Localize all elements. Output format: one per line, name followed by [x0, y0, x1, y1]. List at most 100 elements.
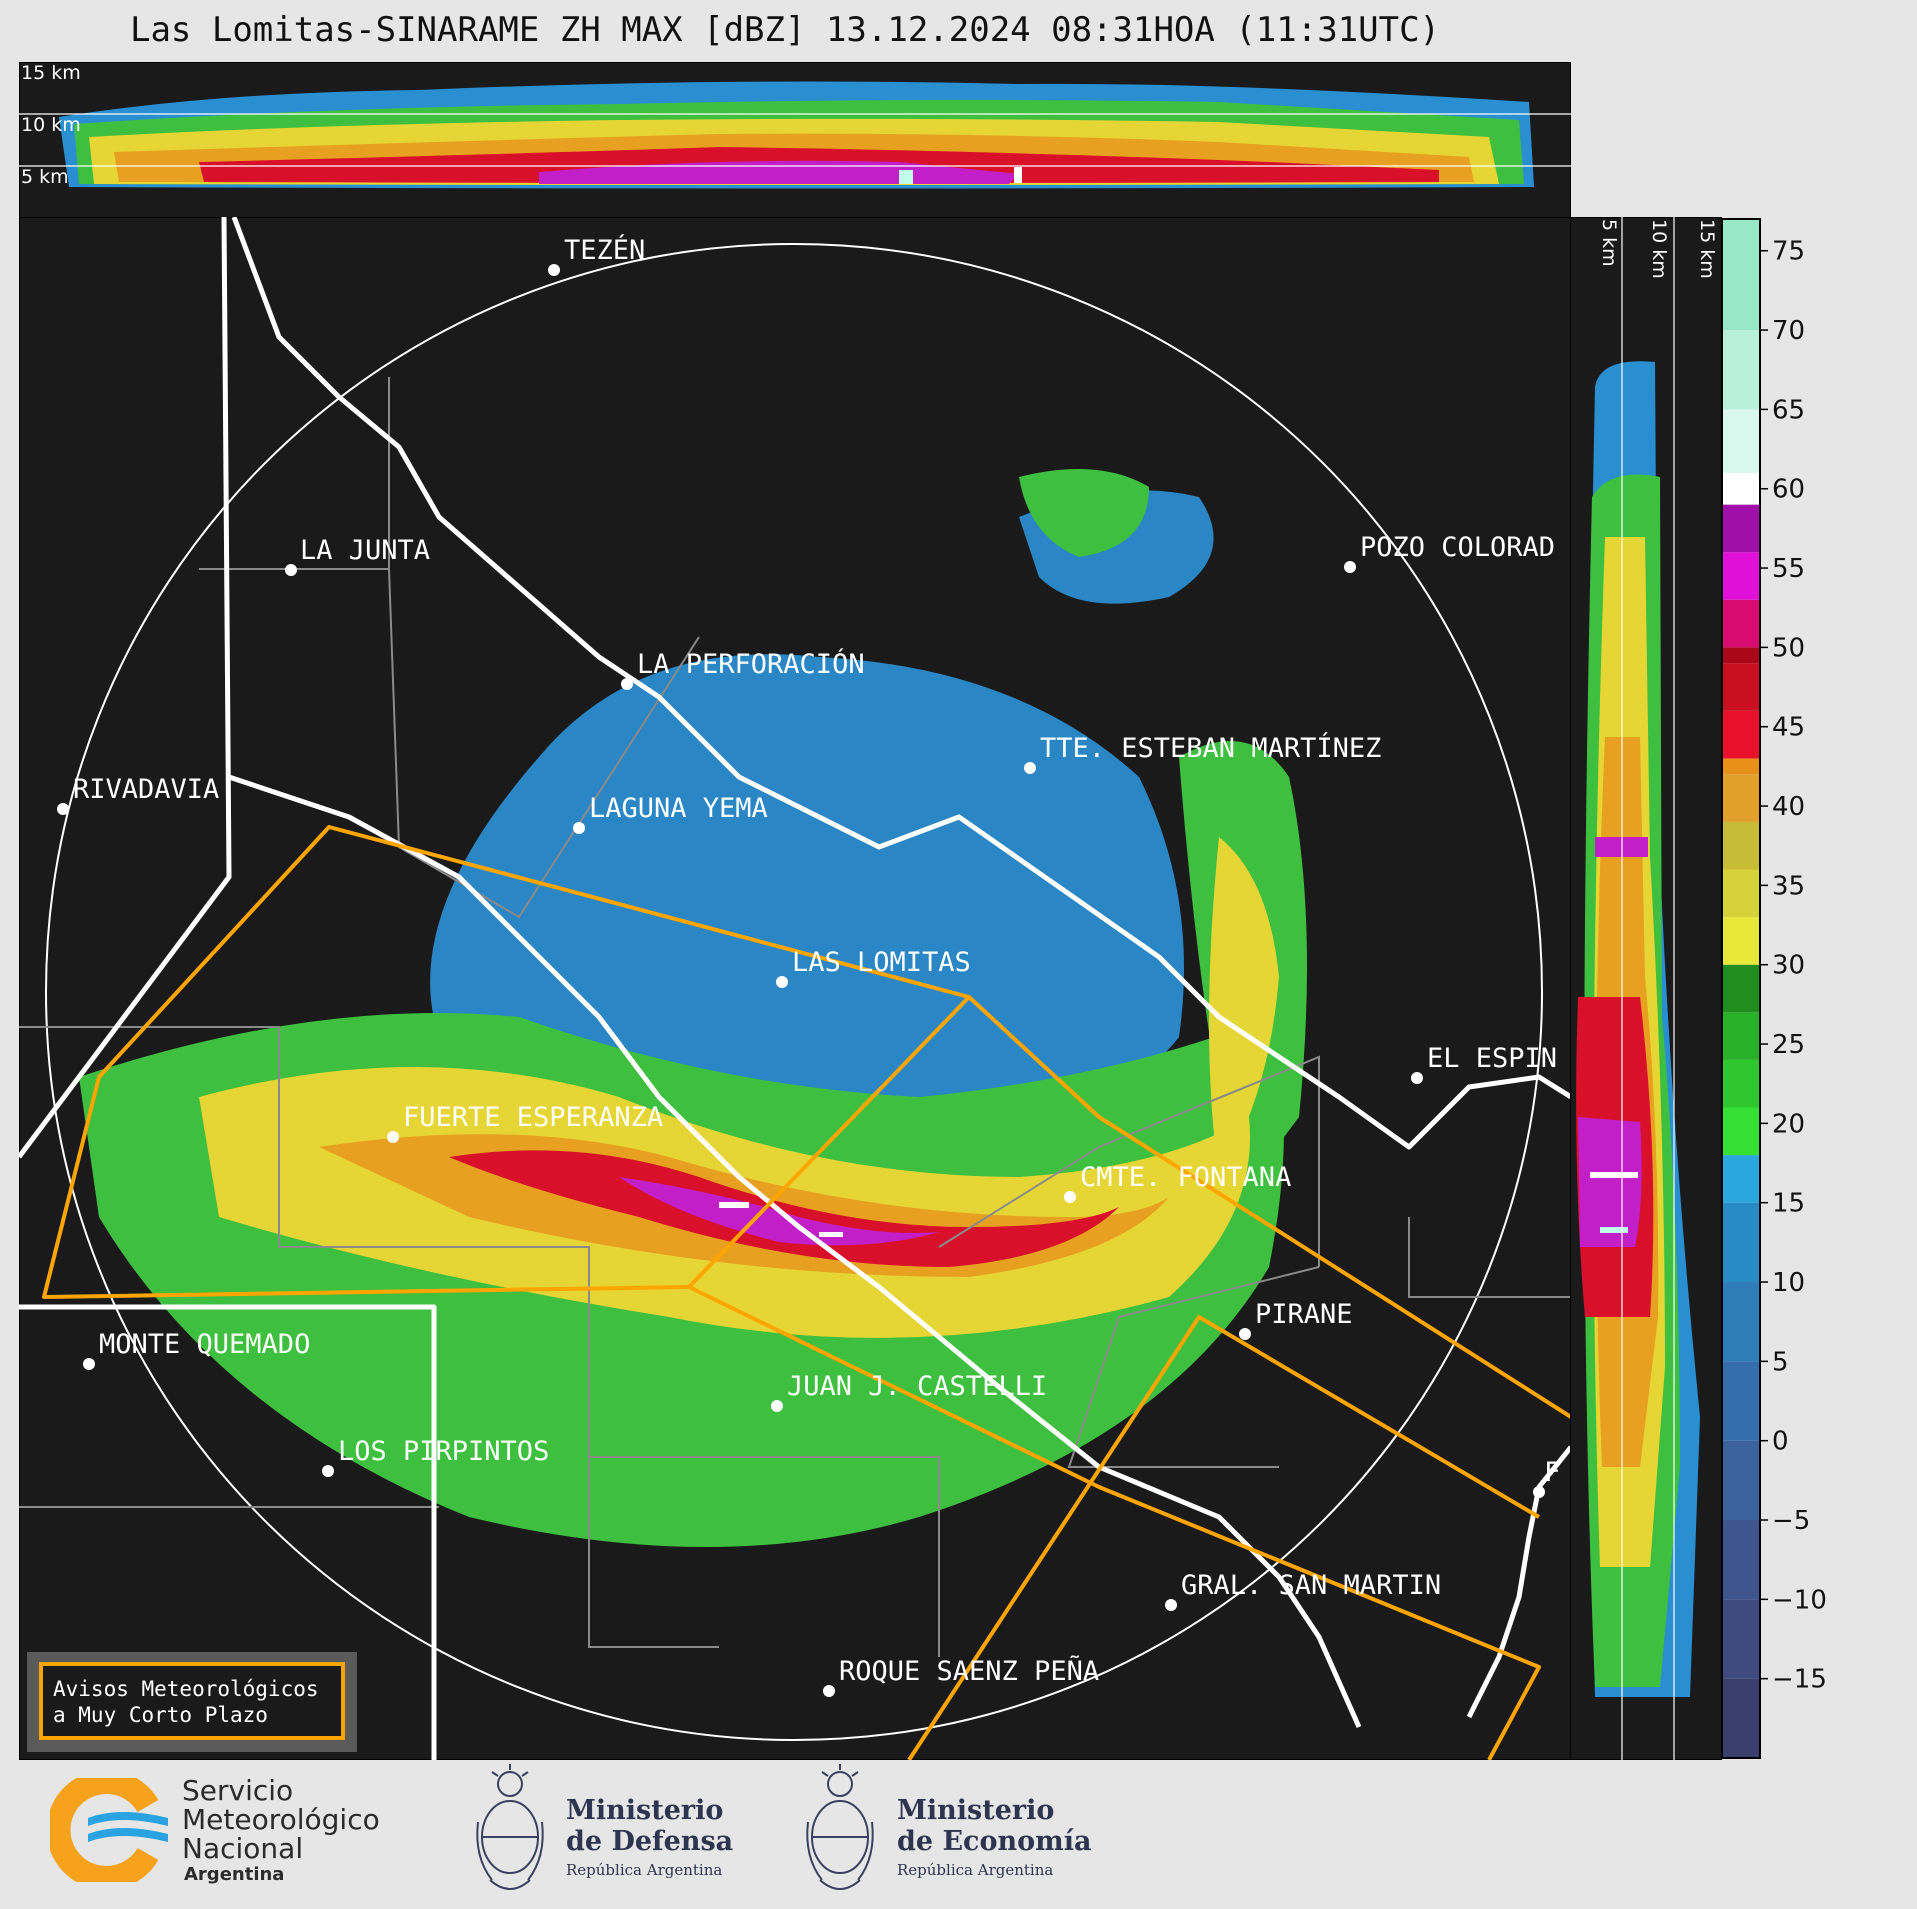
place-dot [57, 803, 69, 815]
colorbar-band [1722, 1202, 1760, 1283]
defensa-line3: República Argentina [566, 1861, 723, 1879]
place-dot [83, 1358, 95, 1370]
colorbar-band [1722, 1440, 1760, 1521]
place-label-laguna-yema: LAGUNA YEMA [589, 793, 768, 824]
colorbar-band [1722, 472, 1760, 505]
colorbar-tick-label: 55 [1772, 554, 1805, 584]
place-dot [1165, 1599, 1177, 1611]
place-dot [771, 1400, 783, 1412]
colorbar-tick-label: 70 [1772, 316, 1805, 346]
economia-line1: Ministerio [897, 1795, 1055, 1826]
economia-line3: República Argentina [897, 1861, 1054, 1879]
colorbar-band [1722, 409, 1760, 473]
colorbar-tick-label: 40 [1772, 792, 1805, 822]
colorbar-band [1722, 774, 1760, 822]
colorbar-band [1722, 219, 1760, 331]
radar-range-ring [45, 243, 1543, 1741]
place-dot [1411, 1072, 1423, 1084]
place-dot [621, 678, 633, 690]
place-dot [776, 976, 788, 988]
top-profile-panel: 15 km 10 km 5 km [19, 62, 1571, 218]
colorbar-band [1722, 1012, 1760, 1060]
place-label-fuerte-esperanza: FUERTE ESPERANZA [403, 1102, 663, 1133]
smn-name-line1: Servicio [182, 1774, 294, 1807]
map-title: Las Lomitas-SINARAME ZH MAX [dBZ] 13.12.… [129, 10, 1441, 50]
colorbar-band [1722, 663, 1760, 711]
colorbar-tick-label: 65 [1772, 395, 1805, 425]
colorbar-band [1722, 1678, 1760, 1758]
colorbar-tick-label: 50 [1772, 633, 1805, 663]
colorbar-band [1722, 1282, 1760, 1362]
defensa-line2: de Defensa [566, 1826, 734, 1857]
place-label-juan-j-castelli: JUAN J. CASTELLI [787, 1371, 1047, 1402]
right-height-label-15: 15 km [1696, 219, 1718, 279]
place-dot [1064, 1191, 1076, 1203]
place-label-rivadavia: RIVADAVIA [73, 774, 219, 805]
colorbar-tick-label: 45 [1772, 713, 1805, 743]
colorbar-tick-label: −10 [1772, 1585, 1827, 1615]
defensa-line1: Ministerio [566, 1795, 724, 1826]
smn-name-line2: Meteorológico [182, 1803, 380, 1836]
colorbar-tick-label: −5 [1772, 1506, 1810, 1536]
warning-legend-line1: Avisos Meteorológicos [53, 1677, 319, 1701]
colorbar-tick-label: 5 [1772, 1347, 1789, 1377]
economia-line2: de Economía [897, 1826, 1092, 1857]
right-profile-panel: 5 km 10 km 15 km [1570, 217, 1722, 1760]
smn-logo-icon [50, 1778, 168, 1882]
place-dot [548, 264, 560, 276]
warning-legend-line2: a Muy Corto Plazo [53, 1703, 268, 1727]
colorbar-band [1722, 647, 1760, 664]
economia-coat-of-arms-icon [806, 1764, 874, 1890]
place-label-la-perforacion: LA PERFORACIÓN [637, 648, 865, 680]
colorbar-band [1722, 869, 1760, 918]
place-label-formosa-partial: F [1544, 1457, 1560, 1488]
colorbar-band [1722, 1155, 1760, 1203]
place-label-roque-saenz-pena: ROQUE SAENZ PEÑA [839, 1655, 1099, 1687]
place-label-los-pirpintos: LOS PIRPINTOS [338, 1436, 549, 1467]
top-height-label-5: 5 km [21, 166, 69, 188]
colorbar-band [1722, 1107, 1760, 1156]
colorbar-bands [1722, 219, 1760, 1758]
warning-legend-box: Avisos Meteorológicos a Muy Corto Plazo [27, 1652, 357, 1752]
place-label-gral-san-martin: GRAL. SAN MARTIN [1181, 1570, 1441, 1601]
department-boundaries [19, 377, 1571, 1657]
province-boundaries [19, 217, 1571, 1760]
colorbar-tick-label: −15 [1772, 1665, 1827, 1695]
place-markers [57, 264, 1545, 1697]
colorbar-tick-label: 30 [1772, 951, 1805, 981]
colorbar-band [1722, 1599, 1760, 1679]
place-dot [322, 1465, 334, 1477]
colorbar-band [1722, 964, 1760, 1013]
colorbar-tick-label: 0 [1772, 1427, 1789, 1457]
colorbar-band [1722, 1361, 1760, 1441]
place-dot [1533, 1486, 1545, 1498]
reflectivity-echoes [79, 469, 1307, 1547]
right-height-label-10: 10 km [1648, 219, 1670, 279]
place-label-tezen: TEZÉN [564, 234, 645, 266]
warning-polygons [42, 825, 1571, 1760]
place-label-el-espinillo: EL ESPIN [1427, 1043, 1557, 1074]
place-label-las-lomitas: LAS LOMITAS [792, 947, 971, 978]
colorbar-band [1722, 1059, 1760, 1108]
place-dot [1024, 762, 1036, 774]
colorbar-band [1722, 710, 1760, 759]
smn-name-line3: Nacional [182, 1832, 304, 1865]
colorbar-tick-label: 20 [1772, 1109, 1805, 1139]
colorbar-tick-label: 10 [1772, 1268, 1805, 1298]
colorbar-band [1722, 821, 1760, 870]
place-label-monte-quemado: MONTE QUEMADO [99, 1329, 310, 1360]
place-dot [1239, 1328, 1251, 1340]
place-dot [823, 1685, 835, 1697]
place-dot [387, 1131, 399, 1143]
colorbar-tick-label: 35 [1772, 871, 1805, 901]
colorbar-band [1722, 758, 1760, 775]
place-label-pozo-colorado: POZO COLORAD [1360, 532, 1555, 563]
place-label-pirane: PIRANE [1255, 1299, 1353, 1330]
colorbar-tick-label: 60 [1772, 475, 1805, 505]
top-height-label-10: 10 km [21, 114, 81, 136]
place-dot [285, 564, 297, 576]
colorbar-tick-label: 75 [1772, 237, 1805, 267]
colorbar-tick-label: 25 [1772, 1030, 1805, 1060]
